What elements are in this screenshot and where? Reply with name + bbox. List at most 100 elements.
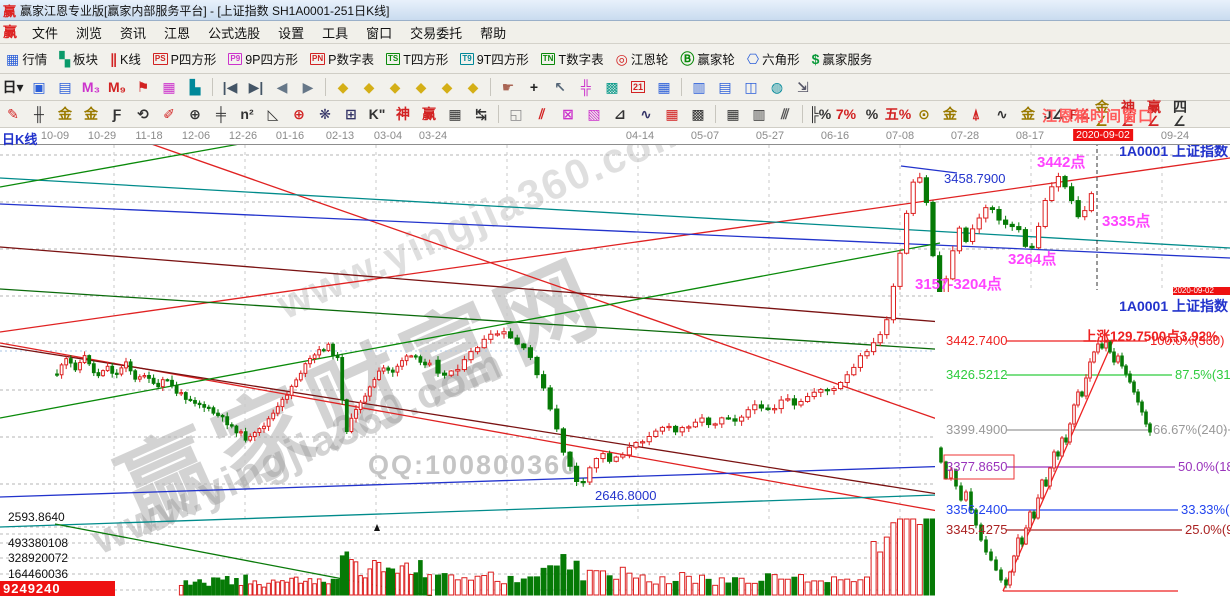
icon-frame-button[interactable]: ▦ — [157, 76, 181, 98]
icon-pct-5-button[interactable]: 五% — [885, 103, 911, 125]
tool-9t-square-button[interactable]: T9 9T四方形 — [454, 47, 534, 71]
tool-hexagon-button[interactable]: ⎔ 六角形 — [741, 47, 806, 71]
icon-square-tool-button[interactable]: ◱ — [504, 103, 528, 125]
icon-j-angle-button[interactable]: J∠ — [1042, 103, 1066, 125]
icon-abacus-button[interactable]: ▦ — [443, 103, 467, 125]
icon-gann-box-button[interactable]: ⊠ — [556, 103, 580, 125]
menu-item-3[interactable]: 江恩 — [164, 25, 191, 41]
icon-list-doc-button[interactable]: ▤ — [53, 76, 77, 98]
icon-wave-button[interactable]: ∿ — [634, 103, 658, 125]
menu-item-2[interactable]: 资讯 — [120, 25, 147, 41]
icon-gold-grid-2-button[interactable]: 金 — [79, 103, 103, 125]
icon-ying-angle-button[interactable]: 赢∠ — [1146, 100, 1170, 128]
icon-calculator-2-button[interactable]: ▥ — [687, 76, 711, 98]
tool-sectors-button[interactable]: ▚ 板块 — [53, 47, 104, 71]
icon-pct-button[interactable]: % — [860, 103, 884, 125]
icon-save-button[interactable]: ◫ — [739, 76, 763, 98]
icon-n-square-button[interactable]: n² — [235, 103, 259, 125]
title-bar[interactable]: 赢 赢家江恩专业版[赢家内部服务平台] - [上证指数 SH1A0001-251… — [0, 0, 1230, 21]
icon-notes-button[interactable]: ▤ — [713, 76, 737, 98]
menu-item-7[interactable]: 窗口 — [366, 25, 393, 41]
menu-item-5[interactable]: 设置 — [278, 25, 305, 41]
icon-hatch-button[interactable]: ⫻ — [773, 103, 797, 125]
icon-target-button[interactable]: ⊕ — [287, 103, 311, 125]
icon-spiral-button[interactable]: ⟲ — [131, 103, 155, 125]
tool-winner-wheel-button[interactable]: Ⓑ 赢家轮 — [674, 47, 741, 71]
icon-ying-button[interactable]: 赢 — [417, 103, 441, 125]
icon-diamond-both-button[interactable]: ◆ — [383, 76, 407, 98]
icon-compass-button[interactable]: ⊕ — [183, 103, 207, 125]
icon-next-button[interactable]: ▶ — [296, 76, 320, 98]
menu-item-0[interactable]: 文件 — [32, 25, 59, 41]
icon-pencil-button[interactable]: ✎ — [1, 103, 25, 125]
icon-pattern-button[interactable]: ▩ — [600, 76, 624, 98]
icon-gold-circle-button[interactable]: ⊙ — [912, 103, 936, 125]
icon-export-button[interactable]: ⇲ — [791, 76, 815, 98]
menu-item-9[interactable]: 帮助 — [480, 25, 507, 41]
icon-diamond-grid-button[interactable]: ◆ — [461, 76, 485, 98]
icon-grid-dark-button[interactable]: ▩ — [686, 103, 710, 125]
tool-t-table-button[interactable]: TN T数字表 — [535, 47, 610, 71]
icon-color-chart-button[interactable]: ▙ — [183, 76, 207, 98]
tool-p-table-button[interactable]: PN P数字表 — [304, 47, 380, 71]
icon-save-web-button[interactable]: ◍ — [765, 76, 789, 98]
menu-item-4[interactable]: 公式选股 — [208, 25, 261, 41]
icon-crosshair-button[interactable]: + — [522, 76, 546, 98]
icon-gold-angle-button[interactable]: 金∠ — [1094, 100, 1118, 128]
icon-gold-grid-1-button[interactable]: 金 — [53, 103, 77, 125]
icon-knot-button[interactable]: ╬ — [574, 76, 598, 98]
icon-span-button[interactable]: ↹ — [469, 103, 493, 125]
tool-winner-service-button[interactable]: $ 赢家服务 — [806, 47, 879, 71]
tool-quotes-button[interactable]: ▦ 行情 — [0, 47, 53, 71]
icon-period-day-button[interactable]: 日▾ — [1, 76, 25, 98]
menu-item-1[interactable]: 浏览 — [76, 25, 103, 41]
icon-diamond-left-button[interactable]: ◆ — [331, 76, 355, 98]
icon-web-button[interactable]: ❋ — [313, 103, 337, 125]
icon-comb-2-button[interactable]: ╪ — [209, 103, 233, 125]
icon-grid-b-button[interactable]: ▥ — [747, 103, 771, 125]
icon-grid-target-button[interactable]: ⊞ — [339, 103, 363, 125]
icon-grid-a-button[interactable]: ▦ — [721, 103, 745, 125]
icon-first-button[interactable]: |◀ — [218, 76, 242, 98]
icon-pencil-2-button[interactable]: ✐ — [157, 103, 181, 125]
icon-comb-button[interactable]: ╫ — [27, 103, 51, 125]
tool-kline-button[interactable]: ∥ K线 — [104, 47, 147, 71]
icon-pct-7-button[interactable]: 7% — [834, 103, 858, 125]
icon-diamond-expand-button[interactable]: ◆ — [435, 76, 459, 98]
icon-chart-3-button[interactable]: M₃ — [79, 76, 103, 98]
icon-f-grid-button[interactable]: Ƒ — [105, 103, 129, 125]
icon-gold-0-button[interactable]: 金 — [1016, 103, 1040, 125]
icon-grid-red-button[interactable]: ▦ — [660, 103, 684, 125]
menu-item-6[interactable]: 工具 — [322, 25, 349, 41]
icon-prev-button[interactable]: ◀ — [270, 76, 294, 98]
icon-hand-button[interactable]: ☛ — [496, 76, 520, 98]
icon-wave-2-button[interactable]: ∿ — [990, 103, 1014, 125]
icon-k-mark-button[interactable]: Kʺ — [365, 103, 389, 125]
icon-triangle-button[interactable]: ⊿ — [608, 103, 632, 125]
tool-gann-wheel-button[interactable]: ◎ 江恩轮 — [610, 47, 675, 71]
icon-shen-button[interactable]: 神 — [391, 103, 415, 125]
icon-new-window-button[interactable]: ▣ — [27, 76, 51, 98]
icon-scale-pct-button[interactable]: ╠% — [808, 103, 832, 125]
icon-calendar-button[interactable]: 21 — [626, 76, 650, 98]
icon-box-fan-button[interactable]: ▧ — [582, 103, 606, 125]
icon-chart-9-button[interactable]: M₉ — [105, 76, 129, 98]
menu-item-8[interactable]: 交易委托 — [410, 25, 463, 41]
icon-flag-button[interactable]: ⚑ — [131, 76, 155, 98]
tool-t-square-button[interactable]: TS T四方形 — [380, 47, 454, 71]
icon-fan-button[interactable]: ⫽ — [530, 103, 554, 125]
icon-spike-button[interactable]: ⍋ — [964, 103, 988, 125]
icon-angle-button[interactable]: ◺ — [261, 103, 285, 125]
tool-9p-square-button[interactable]: P9 9P四方形 — [222, 47, 304, 71]
icon-last-button[interactable]: ▶| — [244, 76, 268, 98]
tool-p-square-button[interactable]: PS P四方形 — [147, 47, 223, 71]
icon-pointer-button[interactable]: ↖ — [548, 76, 572, 98]
icon-calculator-button[interactable]: ▦ — [652, 76, 676, 98]
icon-four-angle-button[interactable]: 四∠ — [1172, 100, 1196, 128]
icon-gold-line-button[interactable]: 金 — [938, 103, 962, 125]
icon-diamond-compress-button[interactable]: ◆ — [409, 76, 433, 98]
icon-shen-angle-button[interactable]: 神∠ — [1120, 100, 1144, 128]
icon-f-angle-button[interactable]: F∠ — [1068, 103, 1092, 125]
icon-diamond-right-button[interactable]: ◆ — [357, 76, 381, 98]
